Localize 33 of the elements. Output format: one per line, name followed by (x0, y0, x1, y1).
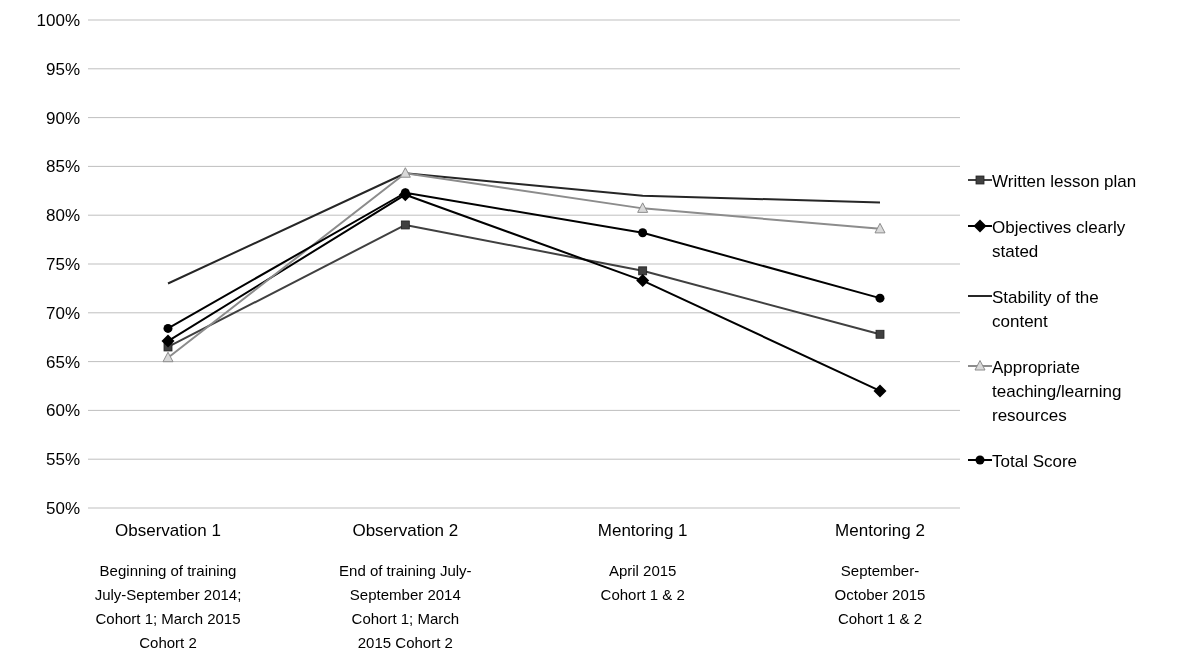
point (400, 220, 410, 230)
y-tick-label: 85% (45, 157, 80, 177)
y-tick-label: 70% (45, 303, 80, 323)
y-tick-label: 55% (45, 450, 80, 470)
y-tick-label: 100% (36, 11, 80, 31)
category-label: Mentoring 1 April 2015 Cohort 1 & 2 (597, 521, 688, 603)
y-tick-label: 90% (45, 108, 80, 128)
y-tick-label: 50% (45, 499, 80, 519)
point (638, 228, 648, 238)
category-label: Observation 2 End of training July- September 2014 Cohort 1; March 2015 Cohort 2 (339, 521, 472, 651)
legend-label: Stability of the content (992, 287, 1100, 333)
category-label: Observation 1 Beginning of training July-September 2014; Cohort 1; March 2015 Cohort 2 (94, 521, 242, 651)
legend-label: Appropriate teaching/learning resources (992, 357, 1123, 427)
y-tick-label: 75% (45, 255, 80, 275)
legend-label: Written lesson plan (992, 171, 1137, 193)
point (636, 274, 650, 288)
point (163, 323, 173, 333)
y-tick-label: 95% (45, 59, 80, 79)
point (399, 167, 411, 178)
legend-label: Objectives clearly stated (992, 217, 1127, 263)
legend-label: Total Score (992, 451, 1078, 473)
y-tick-label: 80% (45, 206, 80, 226)
y-tick-label: 65% (45, 352, 80, 372)
point (873, 384, 887, 398)
point (162, 351, 174, 363)
category-label: Mentoring 2 September- October 2015 Cohort 1 & 2 (834, 521, 926, 627)
point (638, 266, 648, 276)
point (875, 293, 885, 303)
point (637, 202, 649, 213)
point (874, 222, 886, 234)
point (161, 334, 175, 348)
point (875, 329, 885, 339)
y-tick-label: 60% (45, 401, 80, 421)
